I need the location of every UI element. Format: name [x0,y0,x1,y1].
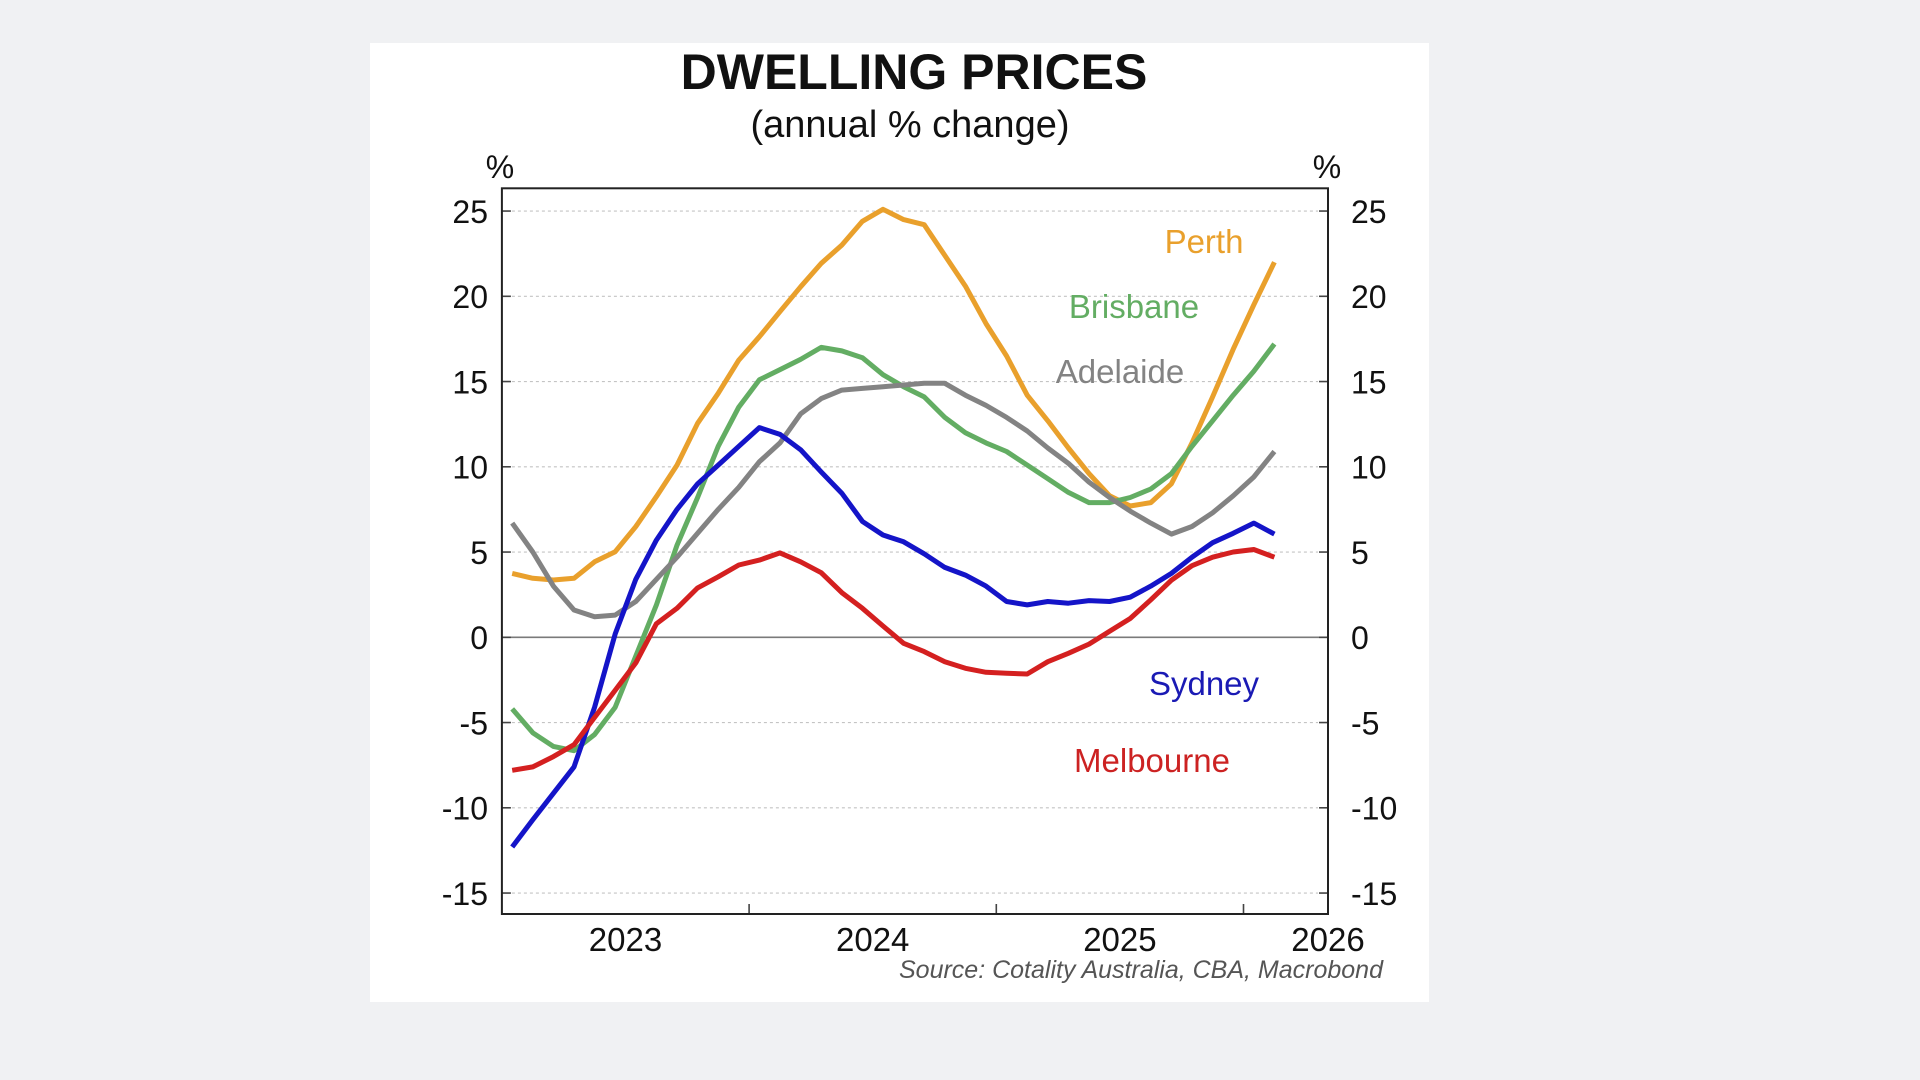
right-y-tick-label: 25 [1351,194,1387,230]
axis-ticks [501,210,1328,914]
chart-title: DWELLING PRICES [681,44,1148,100]
x-tick-label: 2025 [1083,921,1156,958]
right-y-tick-label: -5 [1351,705,1379,741]
x-tick-label: 2023 [589,921,662,958]
right-y-tick-labels: 25 20 15 10 5 0 -5 -10 -15 [1351,194,1397,912]
x-tick-labels: 2023 2024 2025 2026 [589,921,1365,958]
right-y-tick-label: 20 [1351,279,1387,315]
gridlines [501,210,1328,894]
x-tick-label: 2026 [1291,921,1364,958]
series-line-melbourne [511,547,1276,773]
right-axis-unit: % [1313,149,1341,185]
right-y-tick-label: 10 [1351,450,1387,486]
left-y-tick-label: 10 [452,450,488,486]
series-line-perth [511,206,1277,583]
right-y-tick-label: 5 [1351,535,1369,571]
left-y-tick-label: 0 [470,620,488,656]
series-lines [510,206,1277,849]
left-y-tick-labels: 25 20 15 10 5 0 -5 -10 -15 [442,194,488,912]
left-y-tick-label: 5 [470,535,488,571]
chart-subtitle: (annual % change) [751,104,1070,146]
right-y-tick-label: -10 [1351,791,1397,827]
x-tick-label: 2024 [836,921,909,958]
series-line-adelaide [510,380,1277,620]
left-y-tick-label: -5 [460,705,488,741]
series-labels: Perth Brisbane Adelaide Sydney Melbourne [1056,223,1260,779]
right-y-tick-label: -15 [1351,876,1397,912]
series-label-brisbane: Brisbane [1069,288,1199,325]
left-y-tick-label: 25 [452,194,488,230]
left-y-tick-label: -15 [442,876,488,912]
plot-frame [500,187,1329,916]
series-line-brisbane [510,342,1277,754]
right-y-tick-label: 15 [1351,364,1387,400]
series-line-sydney [510,425,1276,849]
left-axis-unit: % [486,149,514,185]
series-label-melbourne: Melbourne [1074,742,1230,779]
series-label-perth: Perth [1165,223,1244,260]
left-y-tick-label: 20 [452,279,488,315]
left-y-tick-label: 15 [452,364,488,400]
series-label-adelaide: Adelaide [1056,353,1184,390]
left-y-tick-label: -10 [442,791,488,827]
right-y-tick-label: 0 [1351,620,1369,656]
source-note: Source: Cotality Australia, CBA, Macrobo… [899,956,1384,984]
series-label-sydney: Sydney [1149,665,1260,702]
